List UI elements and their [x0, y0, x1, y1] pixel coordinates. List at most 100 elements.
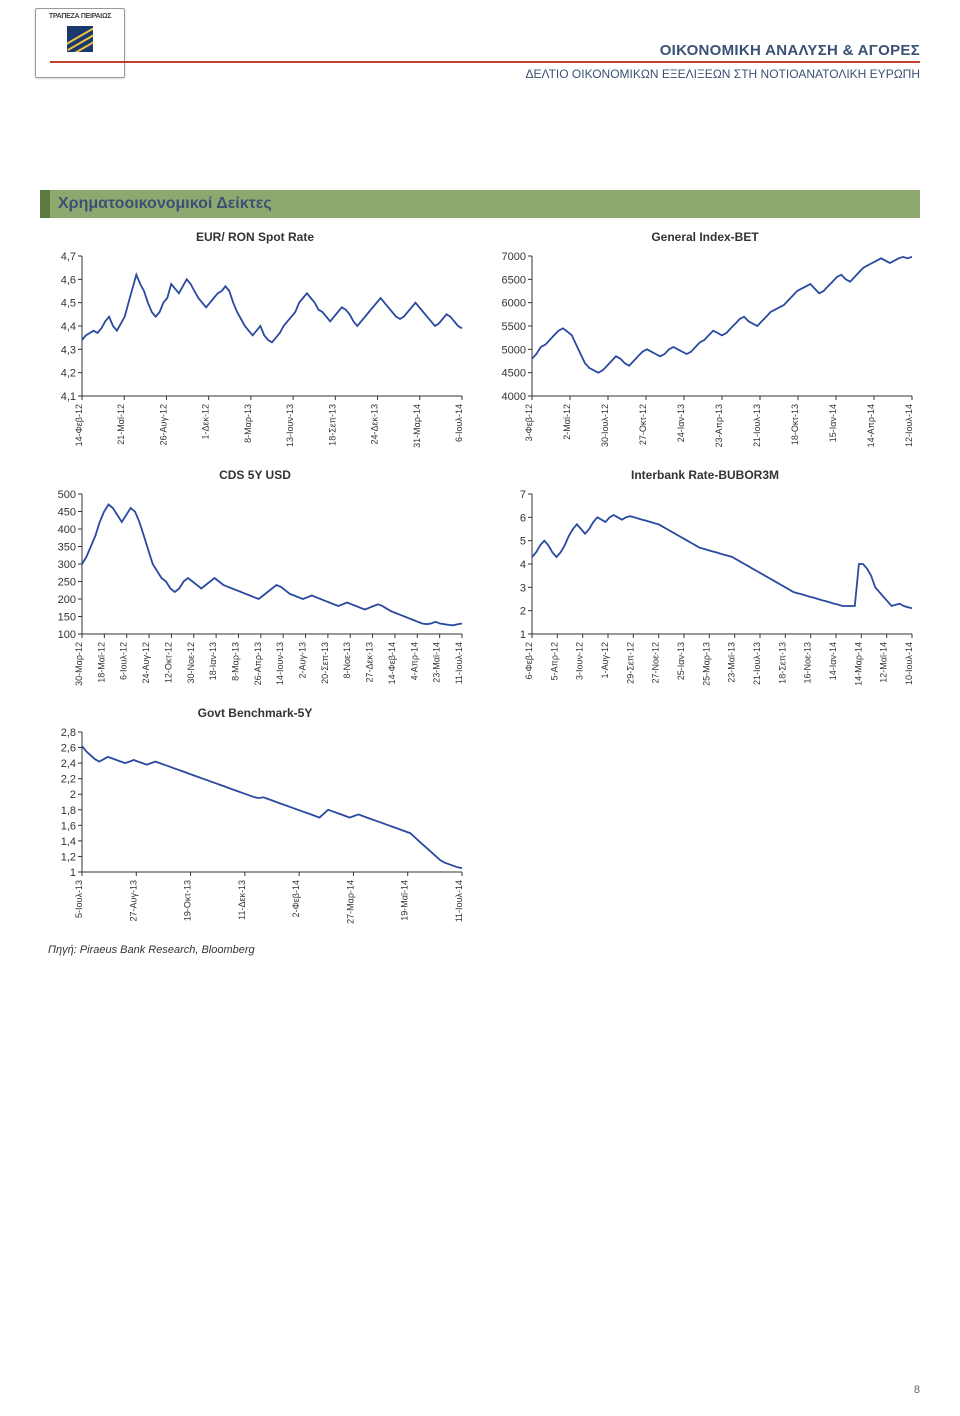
section-title: Χρηματοοικονομικοί Δείκτες [58, 195, 272, 213]
chart-cds: CDS 5Y USD10015020025030035040045050030-… [40, 468, 470, 696]
svg-text:15-Ιαν-14: 15-Ιαν-14 [828, 404, 838, 442]
svg-text:1,6: 1,6 [61, 820, 76, 832]
header-rule [50, 61, 920, 63]
svg-text:24-Αυγ-12: 24-Αυγ-12 [141, 642, 151, 683]
svg-text:350: 350 [58, 542, 76, 554]
svg-text:4-Απρ-14: 4-Απρ-14 [409, 642, 419, 680]
svg-text:14-Φεβ-12: 14-Φεβ-12 [74, 404, 84, 446]
svg-text:8-Μαρ-13: 8-Μαρ-13 [243, 404, 253, 443]
svg-text:30-Ιουλ-12: 30-Ιουλ-12 [600, 404, 610, 447]
svg-text:21-Μαϊ-12: 21-Μαϊ-12 [116, 404, 126, 445]
svg-text:200: 200 [58, 594, 76, 606]
svg-text:23-Μαϊ-13: 23-Μαϊ-13 [727, 642, 737, 683]
svg-text:10-Ιουλ-14: 10-Ιουλ-14 [904, 642, 914, 685]
svg-text:14-Ιαν-14: 14-Ιαν-14 [828, 642, 838, 680]
svg-text:8-Μαρ-13: 8-Μαρ-13 [230, 642, 240, 681]
svg-text:27-Οκτ-12: 27-Οκτ-12 [638, 404, 648, 445]
svg-text:450: 450 [58, 507, 76, 519]
svg-text:6: 6 [520, 512, 526, 524]
svg-text:5-Απρ-12: 5-Απρ-12 [549, 642, 559, 680]
svg-text:11-Δεκ-13: 11-Δεκ-13 [237, 880, 247, 920]
chart-title: Interbank Rate-BUBOR3M [490, 468, 920, 482]
svg-text:13-Ιουν-13: 13-Ιουν-13 [285, 404, 295, 447]
svg-text:27-Μαρ-14: 27-Μαρ-14 [345, 880, 355, 924]
svg-text:20-Σεπ-13: 20-Σεπ-13 [320, 642, 330, 684]
svg-text:4,4: 4,4 [61, 321, 76, 333]
svg-text:12-Μαϊ-14: 12-Μαϊ-14 [879, 642, 889, 683]
svg-text:21-Ιουλ-13: 21-Ιουλ-13 [752, 404, 762, 447]
svg-text:1-Αυγ-12: 1-Αυγ-12 [600, 642, 610, 678]
chart-general-index: General Index-BET40004500500055006000650… [490, 230, 920, 458]
svg-text:6-Ιουλ-14: 6-Ιουλ-14 [454, 404, 464, 442]
svg-text:19-Οκτ-13: 19-Οκτ-13 [183, 880, 193, 921]
svg-text:2: 2 [520, 606, 526, 618]
svg-text:11-Ιουλ-14: 11-Ιουλ-14 [454, 880, 464, 922]
svg-text:4,7: 4,7 [61, 251, 76, 263]
svg-text:5500: 5500 [502, 321, 526, 333]
svg-text:4,1: 4,1 [61, 391, 76, 403]
svg-text:300: 300 [58, 559, 76, 571]
svg-text:18-Οκτ-13: 18-Οκτ-13 [790, 404, 800, 445]
svg-text:5-Ιουλ-13: 5-Ιουλ-13 [74, 880, 84, 918]
chart-title: CDS 5Y USD [40, 468, 470, 482]
page-header: ΤΡΑΠΕΖΑ ΠΕΙΡΑΙΩΣ ΟΙΚΟΝΟΜΙΚΗ ΑΝΑΛΥΣΗ & ΑΓ… [40, 0, 920, 100]
svg-text:11-Ιουλ-14: 11-Ιουλ-14 [454, 642, 464, 684]
svg-text:14-Φεβ-14: 14-Φεβ-14 [387, 642, 397, 684]
svg-text:3-Ιουν-12: 3-Ιουν-12 [575, 642, 585, 680]
svg-text:8-Νοε-13: 8-Νοε-13 [342, 642, 352, 679]
svg-text:26-Απρ-13: 26-Απρ-13 [253, 642, 263, 685]
svg-text:31-Μαρ-14: 31-Μαρ-14 [412, 404, 422, 448]
svg-text:26-Αυγ-12: 26-Αυγ-12 [158, 404, 168, 445]
svg-text:6000: 6000 [502, 298, 526, 310]
svg-text:2,4: 2,4 [61, 758, 76, 770]
chart-eur-ron: EUR/ RON Spot Rate4,14,24,34,44,54,64,71… [40, 230, 470, 458]
svg-text:18-Ιαν-13: 18-Ιαν-13 [208, 642, 218, 680]
svg-text:2-Αυγ-13: 2-Αυγ-13 [298, 642, 308, 678]
svg-text:1,8: 1,8 [61, 805, 76, 817]
svg-text:27-Αυγ-13: 27-Αυγ-13 [128, 880, 138, 921]
section-header: Χρηματοοικονομικοί Δείκτες [40, 190, 920, 218]
svg-text:7000: 7000 [502, 251, 526, 263]
svg-text:6500: 6500 [502, 274, 526, 286]
svg-text:29-Σεπ-12: 29-Σεπ-12 [625, 642, 635, 684]
svg-text:5000: 5000 [502, 344, 526, 356]
svg-text:4: 4 [520, 559, 526, 571]
svg-text:6-Ιουλ-12: 6-Ιουλ-12 [119, 642, 129, 680]
svg-text:4,5: 4,5 [61, 298, 76, 310]
svg-text:14-Ιουν-13: 14-Ιουν-13 [275, 642, 285, 685]
svg-text:23-Απρ-13: 23-Απρ-13 [714, 404, 724, 447]
svg-text:4500: 4500 [502, 368, 526, 380]
svg-text:27-Δεκ-13: 27-Δεκ-13 [365, 642, 375, 683]
svg-text:14-Απρ-14: 14-Απρ-14 [866, 404, 876, 447]
svg-text:21-Ιουλ-13: 21-Ιουλ-13 [752, 642, 762, 685]
svg-text:2,8: 2,8 [61, 727, 76, 739]
svg-text:4,3: 4,3 [61, 344, 76, 356]
svg-text:24-Ιαν-13: 24-Ιαν-13 [676, 404, 686, 442]
svg-text:4,6: 4,6 [61, 274, 76, 286]
svg-text:250: 250 [58, 577, 76, 589]
svg-text:2: 2 [70, 789, 76, 801]
svg-text:18-Σεπ-13: 18-Σεπ-13 [327, 404, 337, 446]
svg-text:6-Φεβ-12: 6-Φεβ-12 [524, 642, 534, 679]
svg-text:4000: 4000 [502, 391, 526, 403]
svg-text:1,4: 1,4 [61, 836, 76, 848]
svg-text:30-Μαρ-12: 30-Μαρ-12 [74, 642, 84, 686]
svg-text:14-Μαρ-14: 14-Μαρ-14 [853, 642, 863, 686]
svg-text:500: 500 [58, 489, 76, 501]
charts-grid: EUR/ RON Spot Rate4,14,24,34,44,54,64,71… [40, 230, 920, 934]
svg-text:1: 1 [520, 629, 526, 641]
svg-text:19-Μαϊ-14: 19-Μαϊ-14 [400, 880, 410, 921]
svg-text:3-Φεβ-12: 3-Φεβ-12 [524, 404, 534, 441]
svg-text:2-Φεβ-14: 2-Φεβ-14 [291, 880, 301, 917]
header-subtitle: ΔΕΛΤΙΟ ΟΙΚΟΝΟΜΙΚΩΝ ΕΞΕΛΙΞΕΩΝ ΣΤΗ ΝΟΤΙΟΑΝ… [50, 67, 920, 81]
svg-text:2-Μαϊ-12: 2-Μαϊ-12 [562, 404, 572, 440]
svg-text:4,2: 4,2 [61, 368, 76, 380]
svg-text:30-Νοε-12: 30-Νοε-12 [186, 642, 196, 684]
svg-text:2,2: 2,2 [61, 774, 76, 786]
header-title: ΟΙΚΟΝΟΜΙΚΗ ΑΝΑΛΥΣΗ & ΑΓΟΡΕΣ [50, 42, 920, 59]
svg-text:2,6: 2,6 [61, 743, 76, 755]
svg-text:400: 400 [58, 524, 76, 536]
svg-text:24-Δεκ-13: 24-Δεκ-13 [370, 404, 380, 445]
logo-text: ΤΡΑΠΕΖΑ ΠΕΙΡΑΙΩΣ [36, 9, 124, 20]
page-number: 8 [914, 1384, 920, 1396]
